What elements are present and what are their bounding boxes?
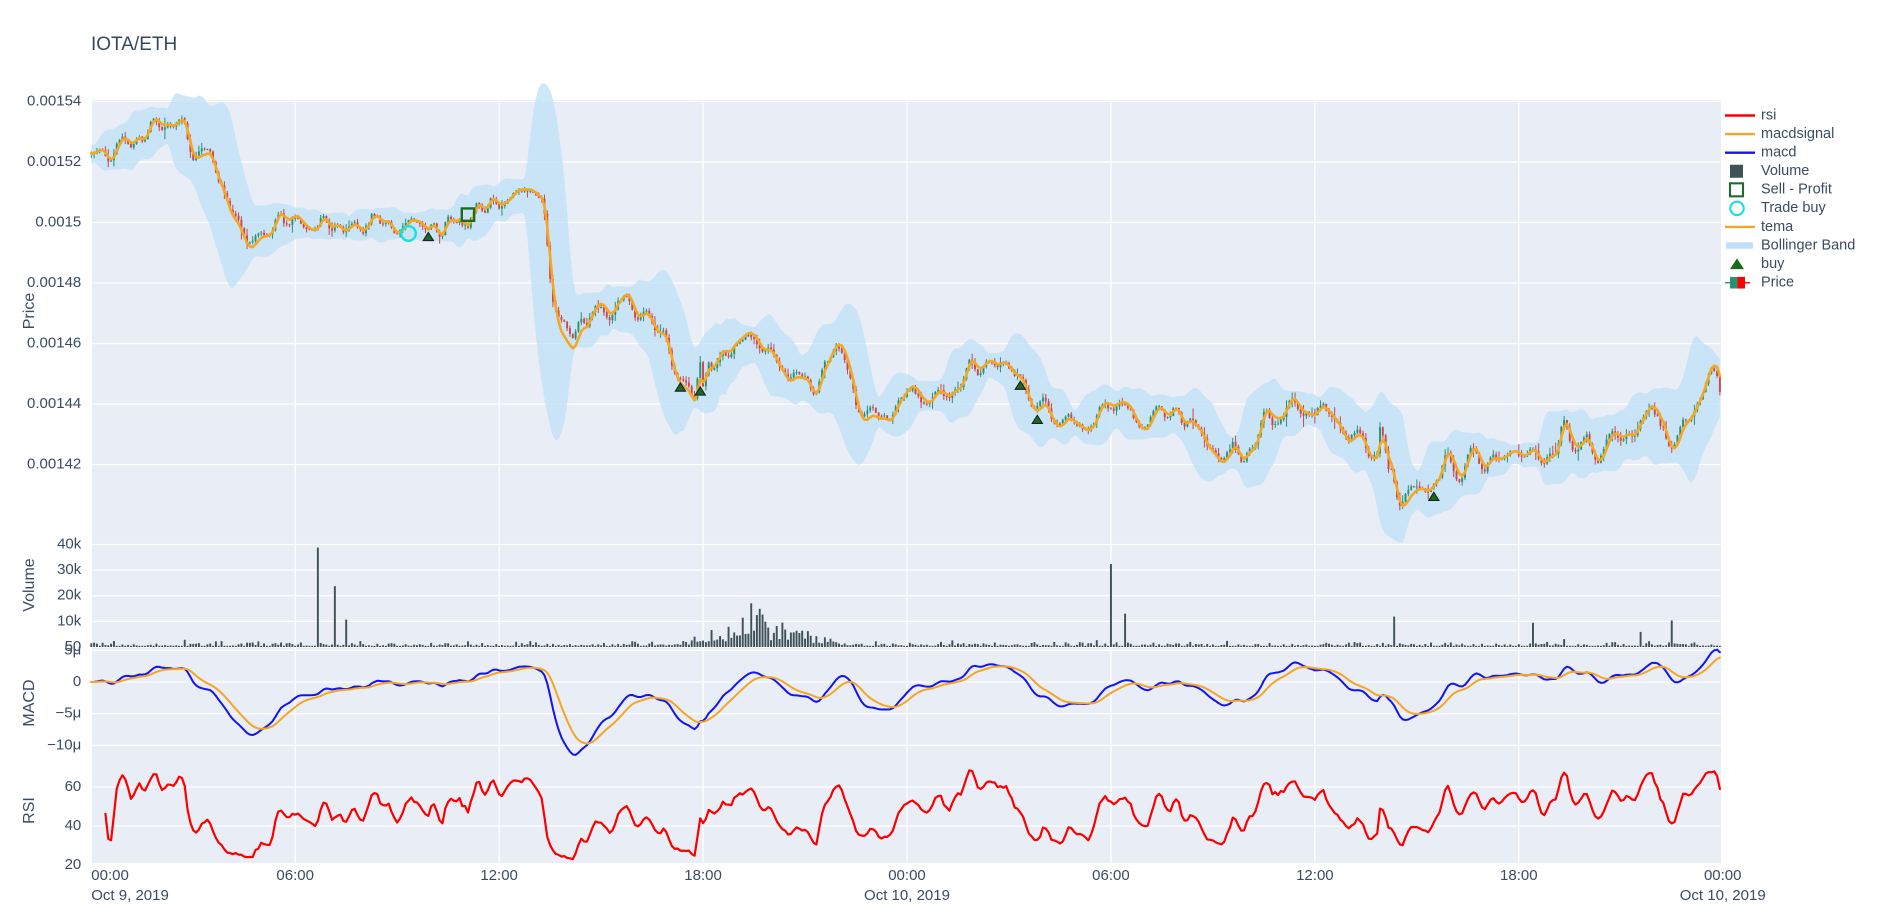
svg-text:Price: Price xyxy=(1761,275,1794,291)
svg-text:Oct 10, 2019: Oct 10, 2019 xyxy=(864,887,950,903)
svg-text:buy: buy xyxy=(1761,256,1785,272)
svg-text:−10μ: −10μ xyxy=(47,736,81,753)
svg-text:20k: 20k xyxy=(57,587,82,604)
svg-text:rsi: rsi xyxy=(1761,107,1776,123)
svg-text:0.00152: 0.00152 xyxy=(27,153,81,170)
svg-text:RSI: RSI xyxy=(21,797,38,824)
svg-text:0.00146: 0.00146 xyxy=(27,335,81,352)
svg-text:12:00: 12:00 xyxy=(1296,867,1334,884)
svg-text:−5μ: −5μ xyxy=(56,705,82,722)
svg-text:Price: Price xyxy=(21,293,38,330)
svg-text:macdsignal: macdsignal xyxy=(1761,126,1834,142)
svg-text:macd: macd xyxy=(1761,144,1796,160)
svg-text:60: 60 xyxy=(65,778,82,795)
svg-text:06:00: 06:00 xyxy=(1092,867,1130,884)
svg-text:40k: 40k xyxy=(57,535,82,552)
svg-text:5μ: 5μ xyxy=(64,641,81,658)
svg-text:0.00154: 0.00154 xyxy=(27,92,81,109)
svg-text:10k: 10k xyxy=(57,612,82,629)
svg-text:00:00: 00:00 xyxy=(91,867,129,884)
svg-text:0: 0 xyxy=(73,673,81,690)
svg-text:18:00: 18:00 xyxy=(1500,867,1538,884)
svg-text:40: 40 xyxy=(65,817,82,834)
svg-text:12:00: 12:00 xyxy=(480,867,518,884)
svg-text:0.00144: 0.00144 xyxy=(27,395,81,412)
svg-text:Volume: Volume xyxy=(1761,163,1809,179)
svg-text:30k: 30k xyxy=(57,561,82,578)
svg-text:0.00148: 0.00148 xyxy=(27,274,81,291)
svg-text:0.0015: 0.0015 xyxy=(35,213,81,230)
svg-text:20: 20 xyxy=(65,856,82,873)
svg-text:Trade buy: Trade buy xyxy=(1761,200,1826,216)
svg-text:00:00: 00:00 xyxy=(888,867,926,884)
svg-text:Sell - Profit: Sell - Profit xyxy=(1761,182,1832,198)
svg-text:Oct 10, 2019: Oct 10, 2019 xyxy=(1680,887,1766,903)
svg-text:Oct 9, 2019: Oct 9, 2019 xyxy=(91,887,169,903)
svg-text:06:00: 06:00 xyxy=(276,867,314,884)
svg-text:00:00: 00:00 xyxy=(1704,867,1742,884)
svg-text:Volume: Volume xyxy=(21,558,38,611)
svg-text:MACD: MACD xyxy=(21,679,38,726)
svg-text:0.00142: 0.00142 xyxy=(27,456,81,473)
svg-text:18:00: 18:00 xyxy=(684,867,722,884)
svg-text:IOTA/ETH: IOTA/ETH xyxy=(91,34,177,55)
svg-text:Bollinger Band: Bollinger Band xyxy=(1761,237,1855,253)
svg-text:tema: tema xyxy=(1761,219,1794,235)
